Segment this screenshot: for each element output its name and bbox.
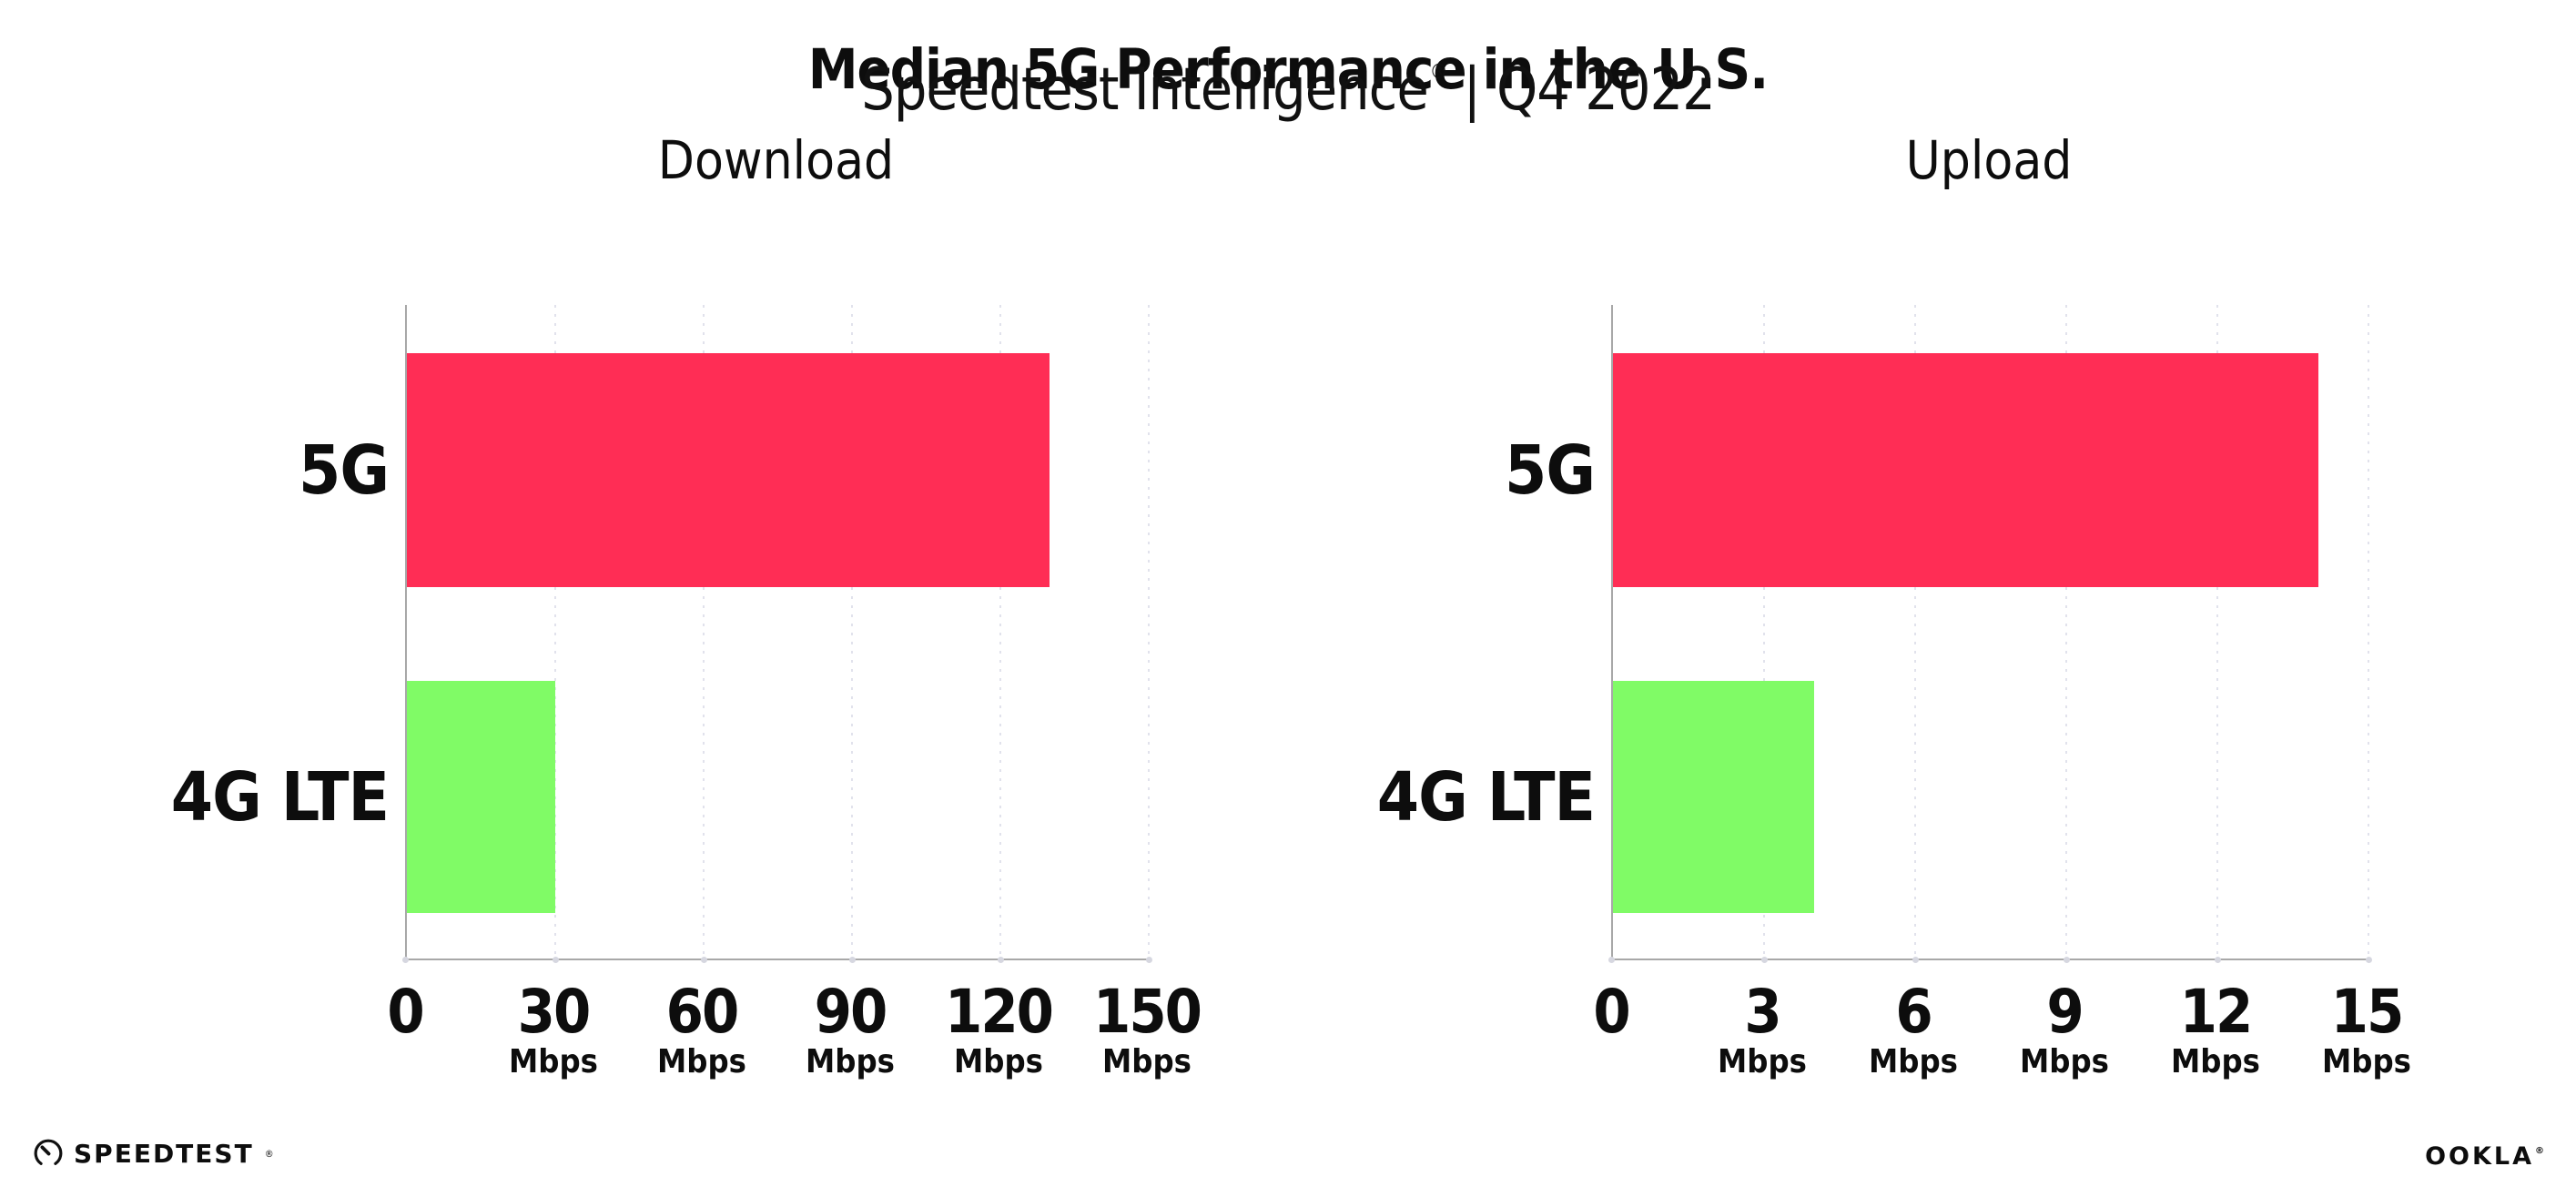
x-tick-unit: Mbps [2322,1043,2411,1080]
x-tick-value: 120 [945,977,1054,1047]
ookla-registered-mark: ® [2535,1146,2547,1156]
gridline [998,305,1004,963]
speedtest-logo-text: SPEEDTEST [74,1138,254,1169]
upload-chart-title: Upload [1905,129,2073,191]
x-tick-value: 6 [1895,977,1932,1047]
x-tick-value: 12 [2179,977,2254,1047]
x-tick-unit: Mbps [1869,1043,1958,1080]
category-label-5g: 5G [299,431,390,510]
x-tick-unit: Mbps [1718,1043,1807,1080]
gridline [2064,305,2070,963]
x-tick: 60 Mbps [657,982,746,1079]
upload-bar-5g [1613,353,2318,588]
subtitle-brand: Speedtest Intelligence [861,56,1428,124]
x-tick-unit: Mbps [954,1043,1043,1080]
upload-bar-4g-lte [1613,680,1815,913]
x-tick-unit: Mbps [2171,1043,2260,1080]
x-tick: 150 Mbps [1093,977,1202,1080]
gridline [849,305,856,963]
x-tick-value: 15 [2330,977,2405,1047]
gridline [1146,305,1152,963]
ookla-logo-text: OOKLA [2425,1142,2534,1171]
x-tick: 15 Mbps [2322,982,2411,1079]
gridline [553,305,559,963]
page-subtitle: Speedtest Intelligence® | Q4 2022 [0,56,2576,124]
download-chart: Download 5G 4G LTE 0 30 Mbps [171,127,1202,1095]
download-bar-5g [407,353,1050,588]
download-plot-area [402,305,1152,963]
x-tick-unit: Mbps [1102,1043,1192,1080]
gridline [1761,305,1768,963]
upload-plot-area [1608,305,2372,963]
x-tick: 120 Mbps [945,977,1054,1080]
x-tick: 6 Mbps [1869,982,1958,1079]
x-tick: 90 Mbps [806,982,895,1079]
gridline [2215,305,2221,963]
x-tick-value: 150 [1093,977,1202,1047]
x-tick-unit: Mbps [509,1043,598,1080]
x-tick: 9 Mbps [2020,982,2109,1079]
category-label-4g-lte: 4G LTE [1376,757,1596,837]
x-tick-unit: Mbps [2020,1043,2109,1080]
x-tick: 30 Mbps [509,982,598,1079]
gridline [1912,305,1919,963]
registered-mark: ® [1429,61,1448,84]
x-tick: 0 [1593,977,1630,1047]
x-tick-unit: Mbps [657,1043,746,1080]
x-tick-value: 0 [1593,977,1630,1047]
category-label-4g-lte: 4G LTE [170,757,390,837]
x-tick-value: 0 [387,977,424,1047]
x-tick: 3 Mbps [1718,982,1807,1079]
x-tick-unit: Mbps [806,1043,895,1080]
subtitle-period: Q4 2022 [1496,56,1716,124]
x-tick: 0 [387,977,424,1047]
x-tick-value: 90 [814,977,888,1047]
speedtest-registered-mark: ® [264,1147,274,1160]
speedtest-gauge-icon [33,1138,64,1169]
x-tick-value: 3 [1744,977,1781,1047]
x-tick-value: 30 [517,977,592,1047]
ookla-logo: OOKLA® [2425,1142,2547,1171]
x-tick-value: 60 [665,977,740,1047]
x-tick-value: 9 [2046,977,2084,1047]
download-chart-title: Download [657,129,895,191]
gridline [2366,305,2372,963]
gridline [701,305,707,963]
speedtest-logo: SPEEDTEST ® [33,1138,274,1169]
download-category-labels: 5G 4G LTE [171,305,405,959]
upload-chart: Upload 5G 4G LTE 0 3 Mbps [1377,127,2411,1095]
download-x-axis: 0 30 Mbps 60 Mbps 90 Mbps 120 Mbps 150 M… [387,959,1202,1095]
page-title: Median 5G Performance in the U.S. [807,36,1769,102]
upload-category-labels: 5G 4G LTE [1377,305,1611,959]
upload-x-axis: 0 3 Mbps 6 Mbps 9 Mbps 12 Mbps 15 Mbps [1593,959,2411,1095]
x-tick: 12 Mbps [2171,982,2260,1079]
category-label-5g: 5G [1505,431,1596,510]
download-bar-4g-lte [407,680,555,913]
subtitle-separator: | [1463,56,1481,124]
